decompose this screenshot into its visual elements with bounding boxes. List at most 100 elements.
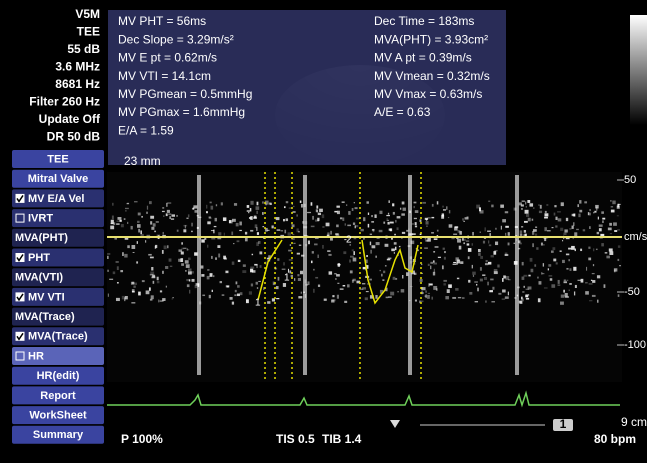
speckle xyxy=(256,227,257,231)
speckle xyxy=(125,296,128,299)
speckle xyxy=(188,214,189,217)
menu-label: HR(edit) xyxy=(37,370,80,382)
speckle xyxy=(524,286,525,288)
speckle xyxy=(288,250,292,252)
speckle xyxy=(522,291,524,292)
speckle xyxy=(299,245,301,246)
speckle xyxy=(162,271,164,274)
speckle xyxy=(566,218,568,221)
speckle xyxy=(566,268,568,270)
speckle xyxy=(610,200,612,201)
marker: 2 xyxy=(346,235,352,246)
speckle xyxy=(289,259,293,261)
speckle xyxy=(588,258,591,261)
speckle xyxy=(458,297,461,298)
speckle xyxy=(336,225,339,228)
speckle xyxy=(544,227,547,231)
speckle xyxy=(307,281,309,285)
speckle xyxy=(206,205,207,209)
speckle xyxy=(555,225,557,227)
speckle xyxy=(150,221,152,224)
speckle xyxy=(248,212,249,213)
speckle xyxy=(605,252,608,253)
speckle xyxy=(442,206,443,208)
speckle xyxy=(256,211,258,214)
speckle xyxy=(171,214,175,216)
speckle xyxy=(526,214,529,217)
speckle xyxy=(386,218,387,219)
speckle xyxy=(298,296,302,298)
doppler-image xyxy=(107,172,622,382)
speckle xyxy=(484,277,487,280)
speckle xyxy=(137,241,138,244)
speckle xyxy=(457,239,461,243)
speckle xyxy=(457,260,460,264)
speckle xyxy=(237,294,240,296)
speckle xyxy=(476,284,477,286)
marker: 1 xyxy=(284,273,290,284)
speckle xyxy=(545,211,547,213)
speckle xyxy=(350,256,354,258)
speckle xyxy=(500,205,504,208)
speckle xyxy=(551,284,555,288)
speckle xyxy=(207,221,210,224)
speckle xyxy=(596,249,598,250)
speckle xyxy=(502,289,506,292)
speckle xyxy=(609,251,613,255)
speckle xyxy=(332,295,334,297)
speckle xyxy=(395,247,396,250)
speckle xyxy=(428,283,429,286)
speckle xyxy=(448,284,452,288)
speckle xyxy=(331,231,332,235)
speckle xyxy=(538,204,540,206)
speckle xyxy=(600,234,604,236)
speckle xyxy=(564,281,568,283)
menu-item[interactable] xyxy=(12,209,104,227)
scale-label: 50 xyxy=(624,174,636,186)
speckle xyxy=(324,299,327,301)
speckle xyxy=(342,218,344,221)
speckle xyxy=(430,262,433,264)
setting: Update Off xyxy=(39,112,101,126)
menu-label: MVA(Trace) xyxy=(15,311,75,323)
speckle xyxy=(618,204,621,205)
speckle xyxy=(372,229,375,231)
speckle xyxy=(402,275,403,278)
speckle xyxy=(186,218,188,219)
speckle xyxy=(480,210,484,213)
speckle xyxy=(363,217,365,221)
speckle xyxy=(231,232,233,236)
menu-label: WorkSheet xyxy=(29,410,87,422)
spectrum-area xyxy=(107,172,622,382)
speckle xyxy=(525,201,526,204)
speckle xyxy=(201,274,204,277)
menu-item[interactable] xyxy=(12,249,104,267)
speckle xyxy=(468,248,472,252)
speckle xyxy=(227,286,229,288)
speckle xyxy=(414,218,417,219)
speckle xyxy=(233,243,234,244)
speckle xyxy=(192,279,195,282)
speckle xyxy=(379,270,381,271)
speckle xyxy=(232,302,234,305)
speckle xyxy=(505,253,508,256)
speckle xyxy=(490,279,493,281)
speckle xyxy=(249,291,252,294)
speckle xyxy=(400,208,401,210)
speckle xyxy=(250,267,254,269)
menu-item[interactable] xyxy=(12,347,104,365)
speckle xyxy=(556,262,558,264)
speckle xyxy=(247,205,250,208)
speckle xyxy=(393,277,396,280)
menu-label: PHT xyxy=(28,252,50,264)
speckle xyxy=(522,201,525,202)
speckle xyxy=(585,291,589,295)
speckle xyxy=(308,241,310,245)
speckle xyxy=(267,301,270,304)
speckle xyxy=(554,213,556,216)
speckle xyxy=(218,232,221,235)
speckle xyxy=(292,224,295,227)
speckle xyxy=(195,285,197,288)
speckle xyxy=(426,290,427,292)
speckle xyxy=(433,286,437,290)
